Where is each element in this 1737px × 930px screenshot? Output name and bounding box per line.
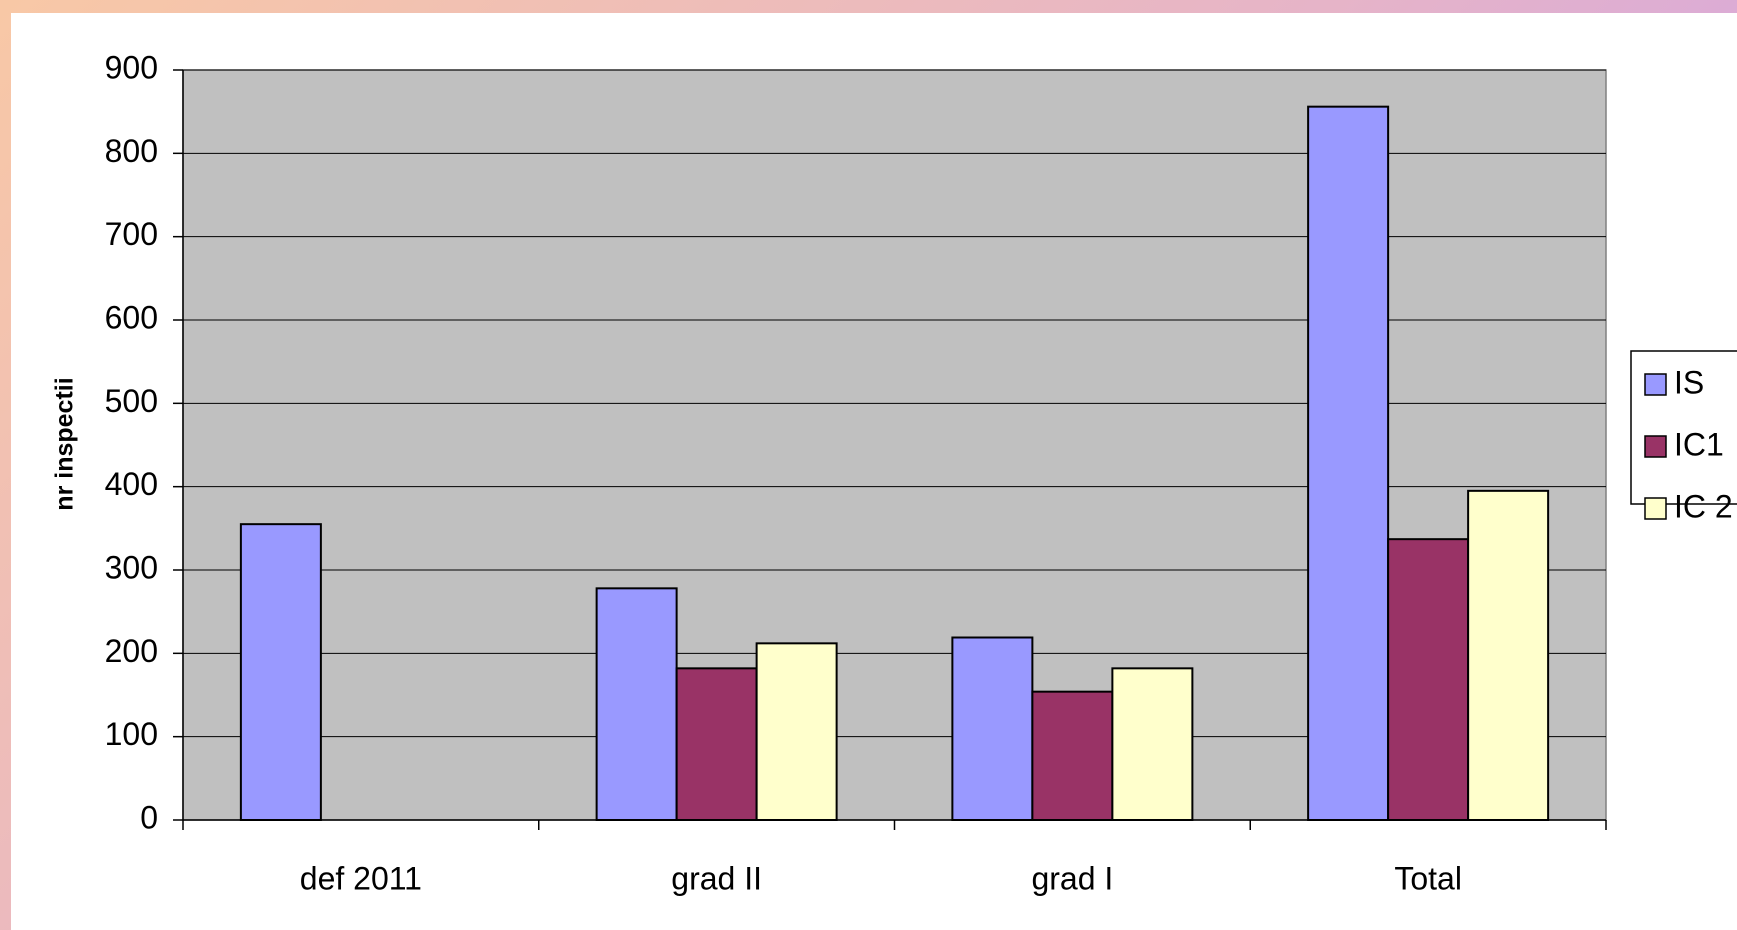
bar (675, 667, 758, 821)
bar (595, 587, 678, 821)
legend-label: IC 2 (1674, 488, 1733, 524)
legend-label: IS (1674, 364, 1704, 400)
bar (755, 642, 838, 821)
y-axis-label: nr inspectii (51, 377, 79, 510)
y-tick-label: 300 (105, 549, 158, 585)
legend-label: IC1 (1674, 426, 1724, 462)
bar (1031, 690, 1114, 822)
y-tick-label: 800 (105, 133, 158, 169)
y-tick-label: 400 (105, 466, 158, 502)
y-tick-label: 700 (105, 216, 158, 252)
bar (951, 636, 1034, 821)
x-tick-label: grad I (1031, 860, 1113, 896)
legend-swatch (1644, 373, 1667, 396)
x-tick-label: def 2011 (300, 860, 422, 896)
y-tick-label: 900 (105, 49, 158, 85)
y-tick-label: 500 (105, 383, 158, 419)
y-tick-label: 600 (105, 299, 158, 335)
bar (1387, 538, 1470, 822)
bar (239, 523, 322, 822)
y-tick-label: 0 (140, 799, 158, 835)
bar (1467, 489, 1550, 821)
legend-swatch (1644, 435, 1667, 458)
y-tick-label: 200 (105, 633, 158, 669)
legend-swatch (1644, 497, 1667, 520)
y-tick-label: 100 (105, 716, 158, 752)
x-tick-label: Total (1394, 860, 1462, 896)
bar (1307, 105, 1390, 821)
bar (1111, 667, 1194, 821)
x-tick-label: grad II (671, 860, 762, 896)
